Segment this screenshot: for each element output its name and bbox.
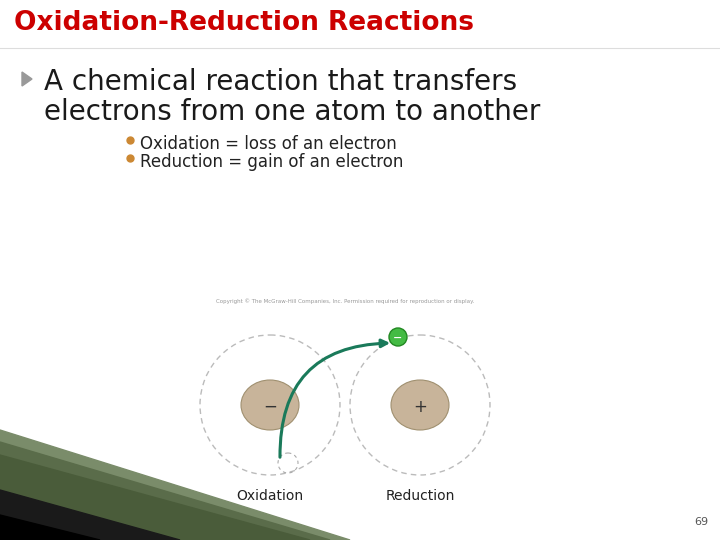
FancyArrowPatch shape [280,340,387,457]
Polygon shape [0,430,350,540]
Text: Reduction: Reduction [385,489,455,503]
Text: Reduction = gain of an electron: Reduction = gain of an electron [140,153,403,171]
Ellipse shape [391,380,449,430]
Text: electrons from one atom to another: electrons from one atom to another [44,98,541,126]
Text: A chemical reaction that transfers: A chemical reaction that transfers [44,68,517,96]
Polygon shape [0,455,310,540]
Circle shape [389,328,407,346]
Text: −: − [263,398,277,416]
Polygon shape [0,515,100,540]
Polygon shape [22,72,32,86]
Polygon shape [0,442,330,540]
Text: 69: 69 [694,517,708,527]
Text: Oxidation = loss of an electron: Oxidation = loss of an electron [140,135,397,153]
Ellipse shape [241,380,299,430]
Text: Oxidation: Oxidation [236,489,304,503]
Text: Oxidation-Reduction Reactions: Oxidation-Reduction Reactions [14,10,474,36]
Text: −: − [393,333,402,343]
Text: Copyright © The McGraw-Hill Companies, Inc. Permission required for reproduction: Copyright © The McGraw-Hill Companies, I… [216,298,474,303]
Polygon shape [0,490,180,540]
Text: +: + [413,398,427,416]
